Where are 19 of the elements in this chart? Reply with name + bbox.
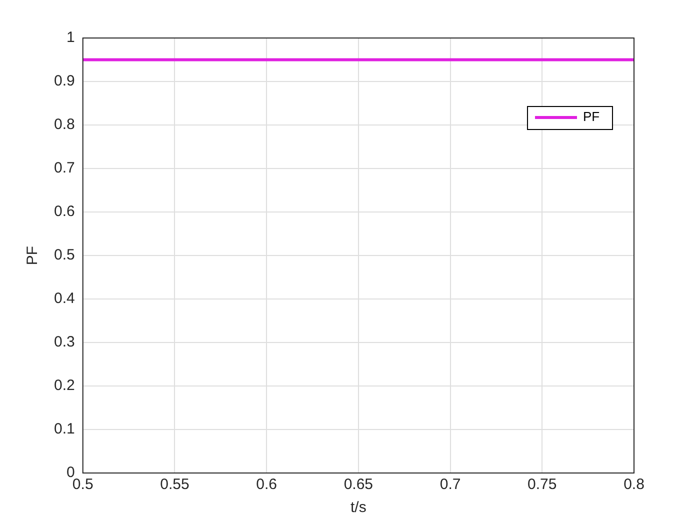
y-tick-label: 0.6 [54,203,75,220]
y-axis-title: PF [24,246,42,266]
x-tick-label: 0.6 [256,476,277,494]
x-tick-label: 0.75 [528,476,557,494]
y-tick-label: 0.3 [54,334,75,351]
y-tick-label: 1 [66,29,75,46]
legend-label: PF [583,109,600,124]
x-tick-label: 0.7 [440,476,461,494]
y-tick-label: 0.5 [54,246,75,264]
y-tick-label: 0.7 [54,160,75,177]
y-tick-label: 0.9 [54,72,75,90]
x-tick-label: 0.65 [344,476,374,494]
x-axis-title: t/s [350,499,366,516]
y-tick-label: 0.4 [54,290,75,308]
x-tick-label: 0.55 [160,476,190,494]
y-tick-label: 0.1 [54,420,75,438]
y-tick-label: 0.2 [54,377,75,394]
x-tick-label: 0.8 [624,476,644,494]
y-tick-label: 0.8 [54,116,75,134]
